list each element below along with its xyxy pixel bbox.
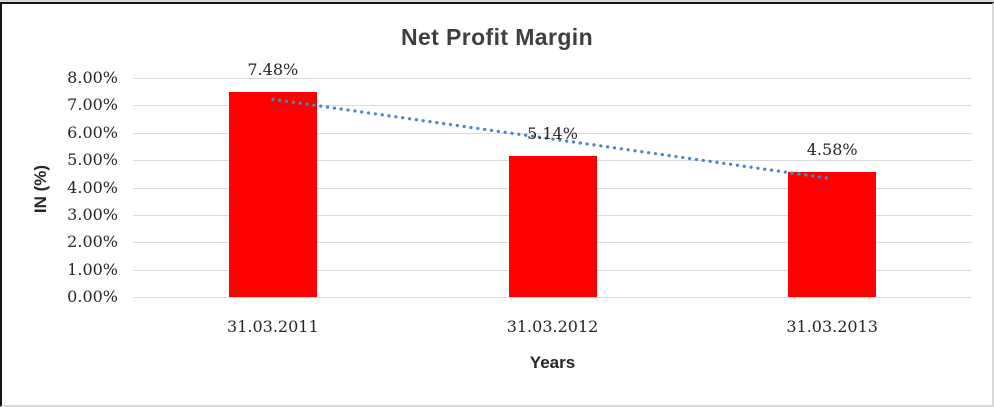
y-tick-label: 2.00% (67, 232, 118, 252)
x-tick-label: 31.03.2011 (227, 317, 319, 336)
x-axis-title: Years (529, 353, 576, 372)
y-tick-label: 0.00% (67, 287, 118, 307)
gridline (133, 78, 972, 79)
y-tick-label: 7.00% (67, 95, 118, 115)
y-tick-label: 3.00% (67, 204, 118, 224)
y-axis-title: IN (%) (31, 164, 50, 214)
y-tick-label: 6.00% (67, 122, 118, 142)
y-tick-label: 8.00% (67, 68, 118, 88)
y-tick-label: 5.00% (67, 150, 118, 170)
bar (508, 156, 597, 297)
bar-data-label: 5.14% (527, 124, 578, 144)
y-tick-label: 1.00% (67, 259, 118, 279)
x-tick-label: 31.03.2013 (786, 317, 878, 336)
y-tick-label: 4.00% (67, 177, 118, 197)
bar (228, 92, 317, 297)
bar-data-label: 4.58% (806, 139, 858, 159)
x-tick-label: 31.03.2012 (506, 317, 599, 336)
frame-top-strip (0, 0, 994, 2)
bar (788, 171, 877, 297)
gridline (133, 297, 972, 298)
bar-data-label: 7.48% (247, 60, 299, 80)
chart-title: Net Profit Margin (400, 24, 594, 50)
